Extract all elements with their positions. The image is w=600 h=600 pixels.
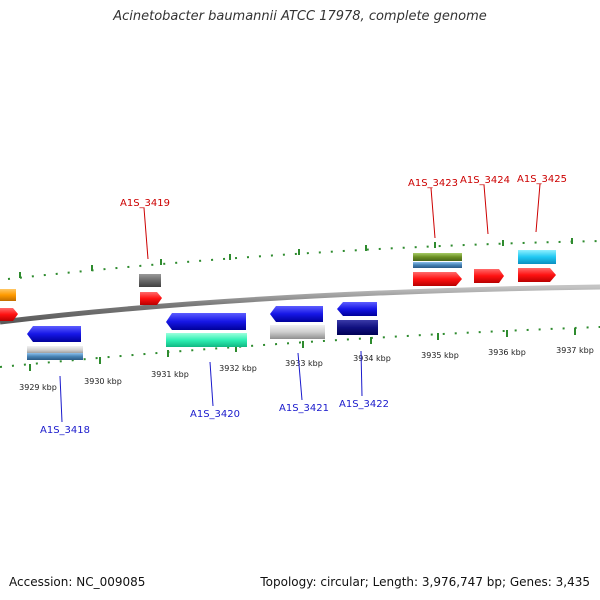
reverse-ruler-dots: [0, 326, 600, 368]
gene-a1s-3425-arrow[interactable]: [518, 268, 556, 282]
ruler-label-3934: 3934 kbp: [353, 354, 391, 363]
gene-label-a1s-3423[interactable]: A1S_3423: [408, 178, 458, 189]
ruler-label-3931: 3931 kbp: [151, 370, 189, 379]
genome-backbone: [0, 284, 600, 325]
reverse-label-leaders: [59, 350, 363, 423]
gene-a1s-3421-cds[interactable]: [270, 325, 325, 339]
ruler-label-3930: 3930 kbp: [84, 377, 122, 386]
gene-a1s-3423-arrow[interactable]: [413, 272, 462, 286]
forward-ruler-major-ticks: [19, 238, 573, 278]
gene-a1s-3418-arrow[interactable]: [27, 326, 81, 342]
genome-stats-text: Topology: circular; Length: 3,976,747 bp…: [260, 575, 590, 589]
ruler-label-3936: 3936 kbp: [488, 348, 526, 357]
ruler-label-3935: 3935 kbp: [421, 351, 459, 360]
gene-a1s-3424-arrow[interactable]: [474, 269, 504, 283]
gene-a1s-3418-cds[interactable]: [27, 346, 83, 354]
gene-a1s-3420-cds[interactable]: [166, 333, 247, 347]
gene-label-a1s-3418[interactable]: A1S_3418: [40, 425, 90, 436]
gene-a1s-3419-arrow[interactable]: [140, 292, 162, 305]
forward-label-leaders: [143, 183, 541, 260]
gene-label-a1s-3422[interactable]: A1S_3422: [339, 399, 389, 410]
gene-label-a1s-3419[interactable]: A1S_3419: [120, 198, 170, 209]
gene-a1s-3425-cds[interactable]: [518, 250, 556, 264]
gene-a1s-3423-rna[interactable]: [413, 262, 462, 268]
gene-a1s-3418-rna[interactable]: [27, 353, 83, 360]
gene-edge-red-arrow[interactable]: [0, 308, 18, 321]
gene-label-a1s-3424[interactable]: A1S_3424: [460, 175, 510, 186]
gene-a1s-3423-cds[interactable]: [413, 253, 462, 261]
gene-label-a1s-3425[interactable]: A1S_3425: [517, 174, 567, 185]
gene-a1s-3422-arrow[interactable]: [337, 302, 377, 316]
ruler-label-3937: 3937 kbp: [556, 346, 594, 355]
gene-a1s-3420-arrow[interactable]: [166, 313, 246, 330]
gene-label-a1s-3420[interactable]: A1S_3420: [190, 409, 240, 420]
ruler-label-3932: 3932 kbp: [219, 364, 257, 373]
forward-ruler-dots: [7, 240, 600, 280]
gene-a1s-3422-cds[interactable]: [337, 320, 378, 335]
gene-edge-orange[interactable]: [0, 289, 16, 301]
ruler-label-3929: 3929 kbp: [19, 383, 57, 392]
genome-title: Acinetobacter baumannii ATCC 17978, comp…: [113, 9, 487, 24]
reverse-ruler-major-ticks: [29, 328, 576, 371]
gene-a1s-3421-arrow[interactable]: [270, 306, 323, 322]
gene-a1s-3419-cds[interactable]: [139, 274, 161, 287]
accession-text: Accession: NC_009085: [9, 575, 146, 589]
gene-label-a1s-3421[interactable]: A1S_3421: [279, 403, 329, 414]
ruler-label-3933: 3933 kbp: [285, 359, 323, 368]
